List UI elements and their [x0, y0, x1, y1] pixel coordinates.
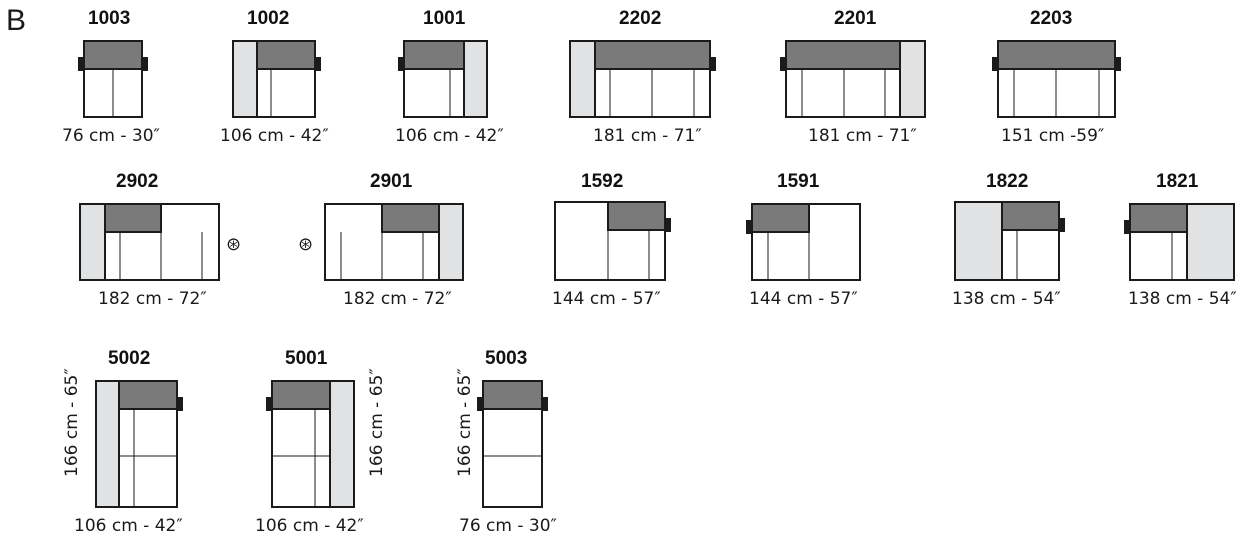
- backrest: [1001, 201, 1060, 231]
- backrest: [403, 40, 465, 70]
- module-5001-diagram: [266, 380, 360, 508]
- module-code: 1592: [581, 171, 624, 192]
- connector-symbol-icon: ⊛: [226, 234, 242, 255]
- connector-handle: [315, 57, 321, 71]
- module-code: 2203: [1030, 8, 1073, 29]
- width-dimension: 144 cm - 57″: [552, 289, 661, 309]
- armrest: [954, 201, 1003, 281]
- module-2201-diagram: [780, 40, 931, 118]
- module-2901-diagram: [319, 203, 469, 281]
- backrest: [607, 201, 666, 231]
- module-2203-diagram: [992, 40, 1121, 118]
- backrest: [785, 40, 901, 70]
- module-code: 2902: [116, 171, 159, 192]
- connector-handle: [177, 397, 183, 411]
- module-1002-diagram: [227, 40, 321, 118]
- backrest: [271, 380, 331, 410]
- armrest: [232, 40, 258, 118]
- armrest: [569, 40, 596, 118]
- connector-handle: [142, 57, 148, 71]
- depth-dimension: 166 cm - 65″: [455, 368, 475, 477]
- armrest: [1186, 203, 1235, 281]
- module-code: 1591: [777, 171, 820, 192]
- depth-dimension: 166 cm - 65″: [62, 368, 82, 477]
- module-code: 2202: [619, 8, 662, 29]
- module-1591-diagram: [746, 203, 866, 281]
- connector-handle: [746, 220, 752, 234]
- backrest: [482, 380, 543, 410]
- width-dimension: 138 cm - 54″: [1128, 289, 1237, 309]
- module-code: 5001: [285, 348, 328, 369]
- connector-handle: [477, 397, 483, 411]
- backrest: [118, 380, 178, 410]
- module-1001-diagram: [398, 40, 493, 118]
- width-dimension: 106 cm - 42″: [74, 516, 183, 536]
- module-1003-diagram: [78, 40, 148, 118]
- module-code: 1822: [986, 171, 1029, 192]
- connector-handle: [780, 57, 786, 71]
- module-5002-diagram: [90, 380, 183, 508]
- backrest: [256, 40, 316, 70]
- armrest: [463, 40, 488, 118]
- connector-handle: [398, 57, 404, 71]
- armrest: [329, 380, 355, 508]
- connector-handle: [542, 397, 548, 411]
- width-dimension: 182 cm - 72″: [343, 289, 452, 309]
- backrest: [997, 40, 1116, 70]
- connector-handle: [1115, 57, 1121, 71]
- armrest: [899, 40, 926, 118]
- width-dimension: 181 cm - 71″: [593, 126, 702, 146]
- connector-symbol-icon: ⊛: [298, 234, 314, 255]
- connector-handle: [665, 218, 671, 232]
- connector-handle: [992, 57, 998, 71]
- backrest: [751, 203, 810, 233]
- module-code: 1002: [247, 8, 290, 29]
- width-dimension: 106 cm - 42″: [395, 126, 504, 146]
- module-code: 1821: [1156, 171, 1199, 192]
- width-dimension: 138 cm - 54″: [952, 289, 1061, 309]
- module-code: 2201: [834, 8, 877, 29]
- module-1592-diagram: [549, 201, 671, 281]
- width-dimension: 76 cm - 30″: [62, 126, 160, 146]
- module-1821-diagram: [1124, 203, 1240, 281]
- width-dimension: 144 cm - 57″: [749, 289, 858, 309]
- connector-handle: [266, 397, 272, 411]
- backrest: [594, 40, 711, 70]
- armrest: [79, 203, 106, 281]
- section-letter: B: [6, 4, 27, 37]
- width-dimension: 182 cm - 72″: [98, 289, 207, 309]
- width-dimension: 181 cm - 71″: [808, 126, 917, 146]
- armrest: [438, 203, 464, 281]
- backrest: [83, 40, 143, 70]
- width-dimension: 106 cm - 42″: [220, 126, 329, 146]
- module-code: 5002: [108, 348, 151, 369]
- module-code: 1003: [88, 8, 131, 29]
- module-2902-diagram: [74, 203, 225, 281]
- depth-dimension: 166 cm - 65″: [367, 368, 387, 477]
- connector-handle: [710, 57, 716, 71]
- connector-handle: [1124, 220, 1130, 234]
- width-dimension: 151 cm -59″: [1001, 126, 1105, 146]
- backrest: [104, 203, 162, 233]
- backrest: [381, 203, 440, 233]
- width-dimension: 76 cm - 30″: [459, 516, 557, 536]
- connector-handle: [78, 57, 84, 71]
- width-dimension: 106 cm - 42″: [255, 516, 364, 536]
- module-2202-diagram: [564, 40, 716, 118]
- module-code: 5003: [485, 348, 528, 369]
- module-code: 1001: [423, 8, 466, 29]
- module-5003-diagram: [477, 380, 548, 508]
- backrest: [1129, 203, 1188, 233]
- module-code: 2901: [370, 171, 413, 192]
- armrest: [95, 380, 120, 508]
- connector-handle: [1059, 218, 1065, 232]
- module-1822-diagram: [949, 201, 1065, 281]
